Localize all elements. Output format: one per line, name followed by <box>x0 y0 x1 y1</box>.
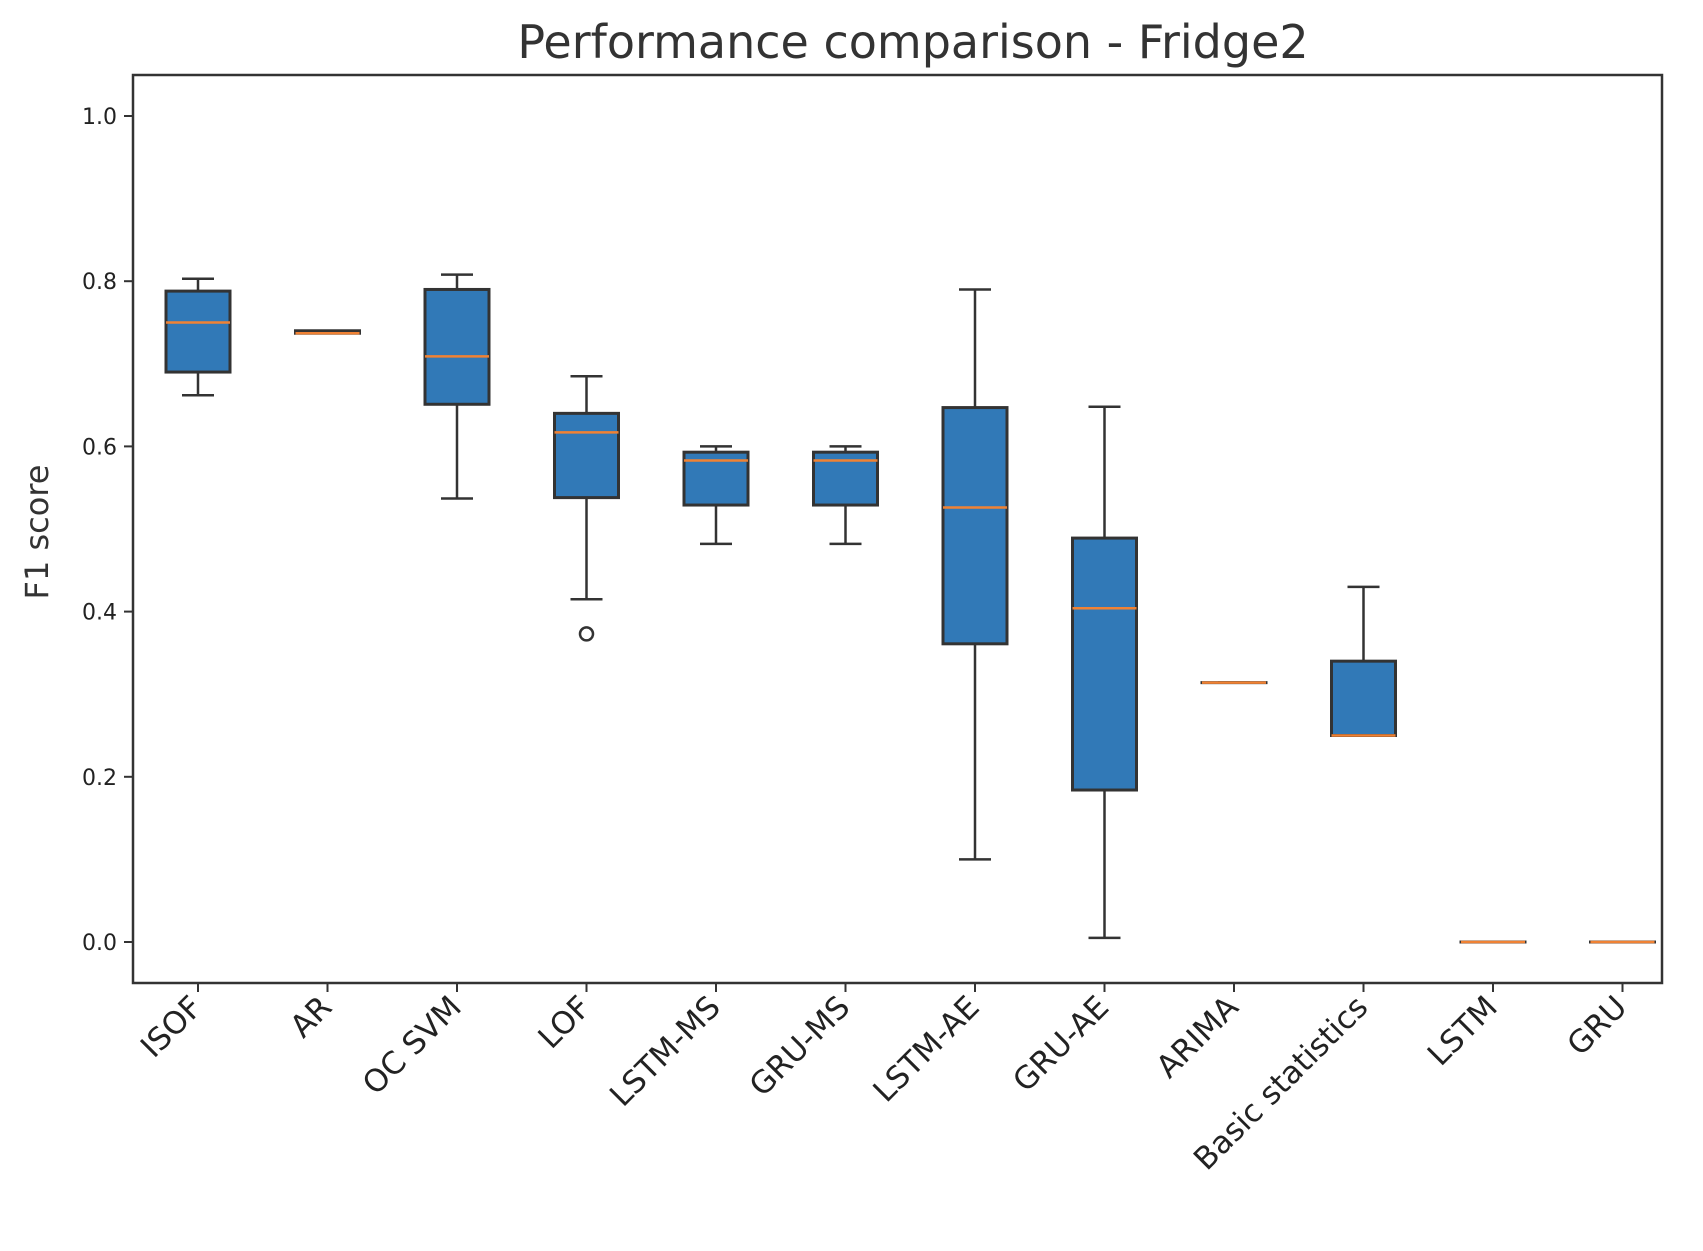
x-tick-label: LSTM <box>1421 989 1505 1073</box>
box-group <box>941 288 1009 861</box>
x-tick-label: AR <box>283 989 339 1045</box>
x-tick-label: ARIMA <box>1150 989 1246 1085</box>
box-body <box>164 289 232 374</box>
box-body <box>1071 536 1138 792</box>
box-body <box>423 287 491 406</box>
x-axis: ISOF AR OC SVM LOF LSTM-MS GRU-MS LSTM-AE GRU-A… <box>134 983 1634 1177</box>
x-tick-label: LSTM-MS <box>603 989 728 1114</box>
box-body <box>1330 659 1397 737</box>
x-tick-label: GRU-AE <box>1006 989 1116 1099</box>
y-axis-label: F1 score <box>18 465 56 600</box>
x-tick-label: LSTM-AE <box>866 989 986 1109</box>
y-tick-label: 0.4 <box>82 601 117 626</box>
y-tick-label: 0.8 <box>82 270 117 295</box>
box-group <box>423 273 491 500</box>
x-tick-label: GRU <box>1560 989 1634 1063</box>
y-tick-label: 0.6 <box>82 435 117 460</box>
box-group <box>812 445 879 546</box>
x-tick-label: ISOF <box>134 989 210 1065</box>
outlier-point <box>578 626 595 642</box>
chart-title: Performance comparison - Fridge2 <box>517 15 1308 69</box>
y-tick-label: 0.0 <box>82 931 117 956</box>
box-group <box>682 445 750 546</box>
y-tick-label: 0.2 <box>82 766 117 791</box>
box-group <box>164 277 232 397</box>
x-tick-label: OC SVM <box>356 989 469 1102</box>
box-group <box>1330 585 1397 737</box>
box-body <box>553 411 620 500</box>
y-axis: 0.0 0.2 0.4 0.6 0.8 1.0 <box>82 105 133 956</box>
x-tick-label: LOF <box>531 989 598 1056</box>
y-tick-label: 1.0 <box>82 105 117 130</box>
box-body <box>941 406 1009 646</box>
plot-area <box>164 273 1656 944</box>
box-group <box>294 329 361 335</box>
box-group <box>553 374 620 642</box>
plot-frame <box>131 73 1664 985</box>
box-group <box>1071 405 1138 940</box>
x-tick-label: GRU-MS <box>743 989 857 1103</box>
